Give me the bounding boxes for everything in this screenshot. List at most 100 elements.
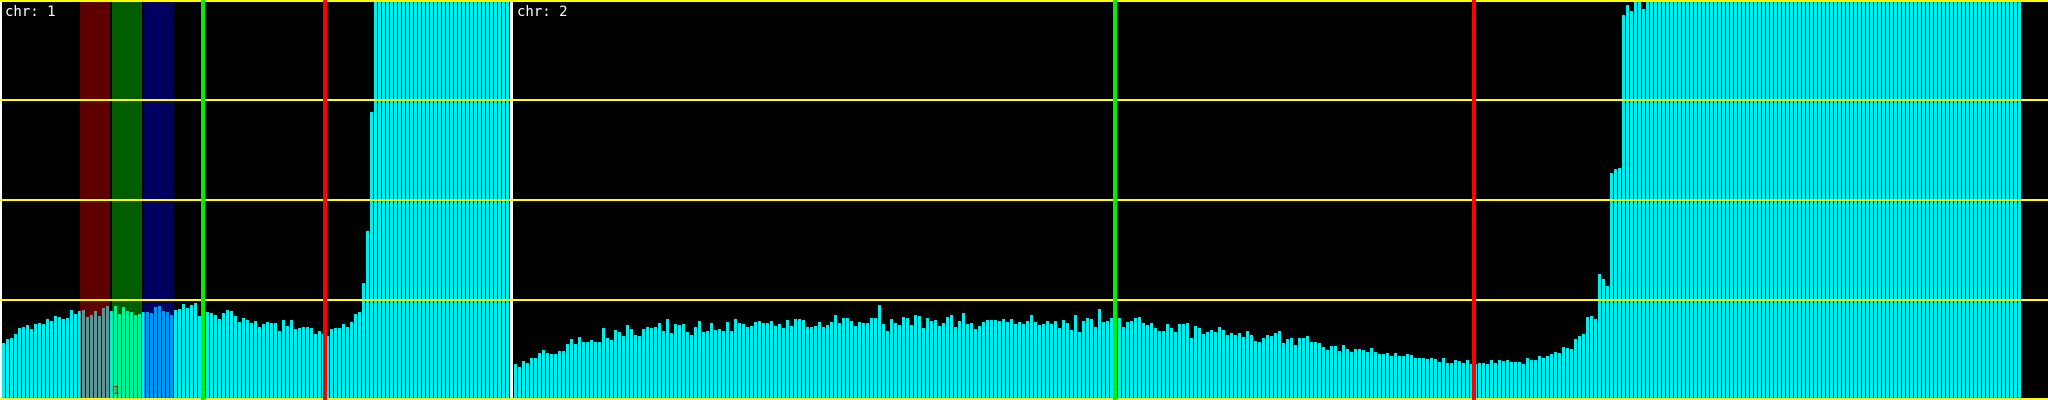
bar [162, 311, 165, 400]
bar [294, 329, 297, 400]
bar [1406, 354, 1409, 400]
bar [1142, 323, 1145, 400]
bar [1582, 334, 1585, 400]
bar [1414, 358, 1417, 400]
bar [1398, 356, 1401, 400]
bar [810, 327, 813, 400]
bar [174, 310, 177, 400]
bar [790, 326, 793, 400]
bar [1202, 334, 1205, 400]
bar [962, 313, 965, 400]
bar [1446, 363, 1449, 400]
region-label: 0 [112, 384, 119, 397]
bar [1554, 352, 1557, 400]
bar [290, 320, 293, 400]
bar [54, 316, 57, 400]
bar [1318, 343, 1321, 400]
bar [574, 344, 577, 400]
bar [1574, 339, 1577, 400]
bar [1146, 325, 1149, 400]
bar [1086, 318, 1089, 400]
bar [926, 318, 929, 400]
bar [746, 327, 749, 400]
bar [642, 329, 645, 400]
bar [34, 324, 37, 400]
bar [582, 342, 585, 400]
bar [1050, 324, 1053, 400]
bar [1102, 322, 1105, 400]
bar [1218, 327, 1221, 400]
bar [562, 351, 565, 400]
bar [86, 317, 89, 400]
bar [782, 328, 785, 400]
bar [1122, 327, 1125, 400]
bar [842, 318, 845, 400]
bar [1030, 315, 1033, 400]
bar [1306, 336, 1309, 400]
bar [258, 327, 261, 400]
bar [950, 315, 953, 400]
bar [1334, 346, 1337, 400]
bar [682, 324, 685, 400]
bar [958, 321, 961, 400]
marker-line [1472, 0, 1476, 400]
bar [1374, 352, 1377, 400]
bar [1166, 324, 1169, 400]
bar [238, 322, 241, 400]
bar [286, 326, 289, 400]
bar [1566, 348, 1569, 400]
bar [1226, 335, 1229, 400]
bar [546, 353, 549, 400]
bar [114, 306, 117, 400]
bar [538, 353, 541, 400]
bar [1078, 332, 1081, 400]
bar [1362, 350, 1365, 400]
bar [1310, 342, 1313, 400]
bar [242, 318, 245, 400]
bar [846, 318, 849, 400]
bar [354, 314, 357, 400]
bar [366, 231, 369, 400]
bar [758, 321, 761, 400]
bar [910, 325, 913, 400]
bar [98, 316, 101, 400]
bar [1534, 360, 1537, 400]
bar [270, 323, 273, 400]
bar [142, 312, 145, 400]
bar [914, 315, 917, 400]
bar [630, 329, 633, 400]
bar [1194, 326, 1197, 400]
bar [1106, 321, 1109, 400]
bar [78, 311, 81, 400]
bar [62, 319, 65, 400]
bar [566, 344, 569, 400]
bar [1594, 319, 1597, 400]
bar [934, 320, 937, 400]
bar [526, 363, 529, 400]
bar [1546, 356, 1549, 400]
bar [1522, 364, 1525, 400]
bar [26, 325, 29, 400]
bar [694, 327, 697, 400]
bar [170, 315, 173, 400]
bar [1182, 324, 1185, 400]
bar [1470, 364, 1473, 400]
bar [1222, 330, 1225, 400]
bar [978, 326, 981, 400]
bar [190, 305, 193, 400]
bar [1622, 15, 1625, 400]
bar [358, 312, 361, 400]
bar [1178, 324, 1181, 400]
bar [1138, 317, 1141, 400]
bar [1014, 324, 1017, 400]
bar [206, 312, 209, 400]
bar [1062, 320, 1065, 400]
bar [1486, 364, 1489, 400]
bar [94, 311, 97, 400]
bar [1174, 332, 1177, 400]
bar [1606, 286, 1609, 400]
bar [646, 327, 649, 400]
bar [1562, 347, 1565, 400]
bar [970, 323, 973, 400]
